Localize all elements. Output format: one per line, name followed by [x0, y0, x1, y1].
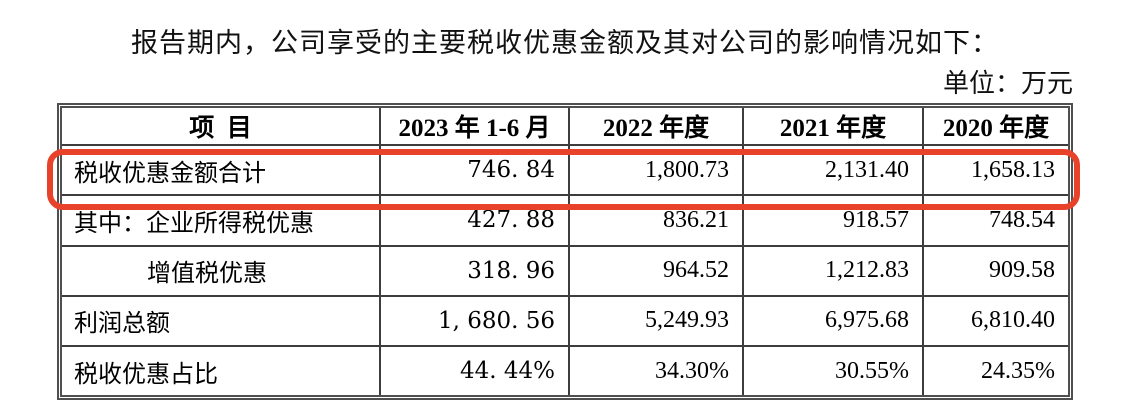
tax-benefit-table: 项 目 2023 年 1-6 月 2022 年度 2021 年度 2020 年度… — [57, 103, 1073, 400]
row-label-cell: 税收优惠占比 — [62, 345, 381, 395]
row-label-cell: 增值税优惠 — [62, 244, 381, 297]
paragraph-title: 报告期内，公司享受的主要税收优惠金额及其对公司的影响情况如下： — [131, 28, 999, 58]
value-cell: 5,249.93 — [568, 294, 744, 348]
value-cell: 1,212.83 — [742, 244, 924, 297]
table-row-total-profit: 利润总额 1, 680. 56 5,249.93 6,975.68 6,810.… — [62, 294, 1068, 348]
row-label-cell: 其中：企业所得税优惠 — [62, 194, 381, 247]
row-label-cell: 利润总额 — [62, 294, 381, 348]
header-2022: 2022 年度 — [568, 108, 744, 146]
table-header-row: 项 目 2023 年 1-6 月 2022 年度 2021 年度 2020 年度 — [62, 108, 1068, 146]
value-cell: 748.54 — [922, 194, 1068, 247]
value-cell: 30.55% — [742, 345, 924, 395]
value-cell: 318. 96 — [379, 244, 570, 297]
value-cell: 918.57 — [742, 194, 924, 247]
value-cell: 24.35% — [922, 345, 1068, 395]
value-cell: 836.21 — [568, 194, 744, 247]
tax-benefit-table-grid: 项 目 2023 年 1-6 月 2022 年度 2021 年度 2020 年度… — [62, 108, 1068, 395]
table-row-income-tax-benefit: 其中：企业所得税优惠 427. 88 836.21 918.57 748.54 — [62, 194, 1068, 247]
value-cell: 44. 44% — [379, 345, 570, 395]
value-cell: 6,975.68 — [742, 294, 924, 348]
table-row-vat-benefit: 增值税优惠 318. 96 964.52 1,212.83 909.58 — [62, 244, 1068, 297]
value-cell: 964.52 — [568, 244, 744, 297]
table-row-tax-benefit-ratio: 税收优惠占比 44. 44% 34.30% 30.55% 24.35% — [62, 345, 1068, 395]
value-cell: 909.58 — [922, 244, 1068, 297]
header-2020: 2020 年度 — [922, 108, 1068, 146]
value-cell: 34.30% — [568, 345, 744, 395]
unit-label: 单位：万元 — [942, 69, 1073, 98]
header-item-column: 项 目 — [62, 108, 381, 146]
highlight-annotation-box — [47, 149, 1080, 210]
value-cell: 6,810.40 — [922, 294, 1068, 348]
header-2023-h1: 2023 年 1-6 月 — [379, 108, 570, 146]
value-cell: 1, 680. 56 — [379, 294, 570, 348]
header-2021: 2021 年度 — [742, 108, 924, 146]
value-cell: 427. 88 — [379, 194, 570, 247]
